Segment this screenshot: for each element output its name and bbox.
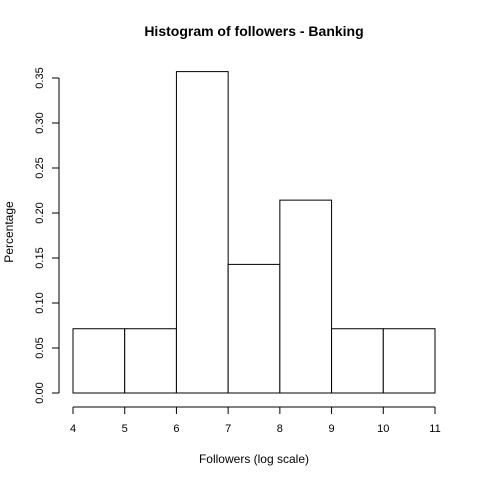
x-tick-label-5: 9: [329, 423, 335, 435]
y-tick-label-3: 0.15: [34, 247, 46, 268]
y-tick-label-1: 0.05: [34, 337, 46, 358]
y-tick-label-6: 0.30: [34, 112, 46, 133]
bar-4: [279, 199, 333, 394]
x-tick-label-4: 8: [277, 423, 283, 435]
bar-1: [124, 328, 177, 394]
x-tick-label-7: 11: [429, 423, 440, 435]
y-tick-label-4: 0.20: [34, 202, 46, 223]
bar-6: [382, 328, 436, 394]
y-tick-label-5: 0.25: [34, 157, 46, 178]
x-tick-label-6: 10: [377, 423, 389, 435]
bars-group: [72, 71, 436, 394]
y-tick-label-7: 0.35: [34, 67, 46, 88]
x-axis-label: Followers (log scale): [199, 452, 309, 466]
bar-0: [72, 328, 126, 394]
bar-2: [175, 71, 229, 394]
x-tick-label-1: 5: [122, 423, 128, 435]
chart-title: Histogram of followers - Banking: [144, 23, 363, 39]
y-axis: 0.00 0.05 0.10 0.15 0.20 0.25 0.30 0.35: [34, 67, 60, 404]
y-tick-label-2: 0.10: [34, 292, 46, 313]
bar-3: [227, 263, 281, 394]
bar-5: [331, 328, 384, 394]
y-axis-label: Percentage: [2, 201, 16, 263]
y-tick-label-0: 0.00: [34, 382, 46, 403]
x-tick-label-3: 7: [225, 423, 231, 435]
x-tick-label-2: 6: [173, 423, 179, 435]
x-tick-label-0: 4: [70, 423, 76, 435]
x-axis: 4 5 6 7 8 9 10 11: [70, 406, 441, 435]
